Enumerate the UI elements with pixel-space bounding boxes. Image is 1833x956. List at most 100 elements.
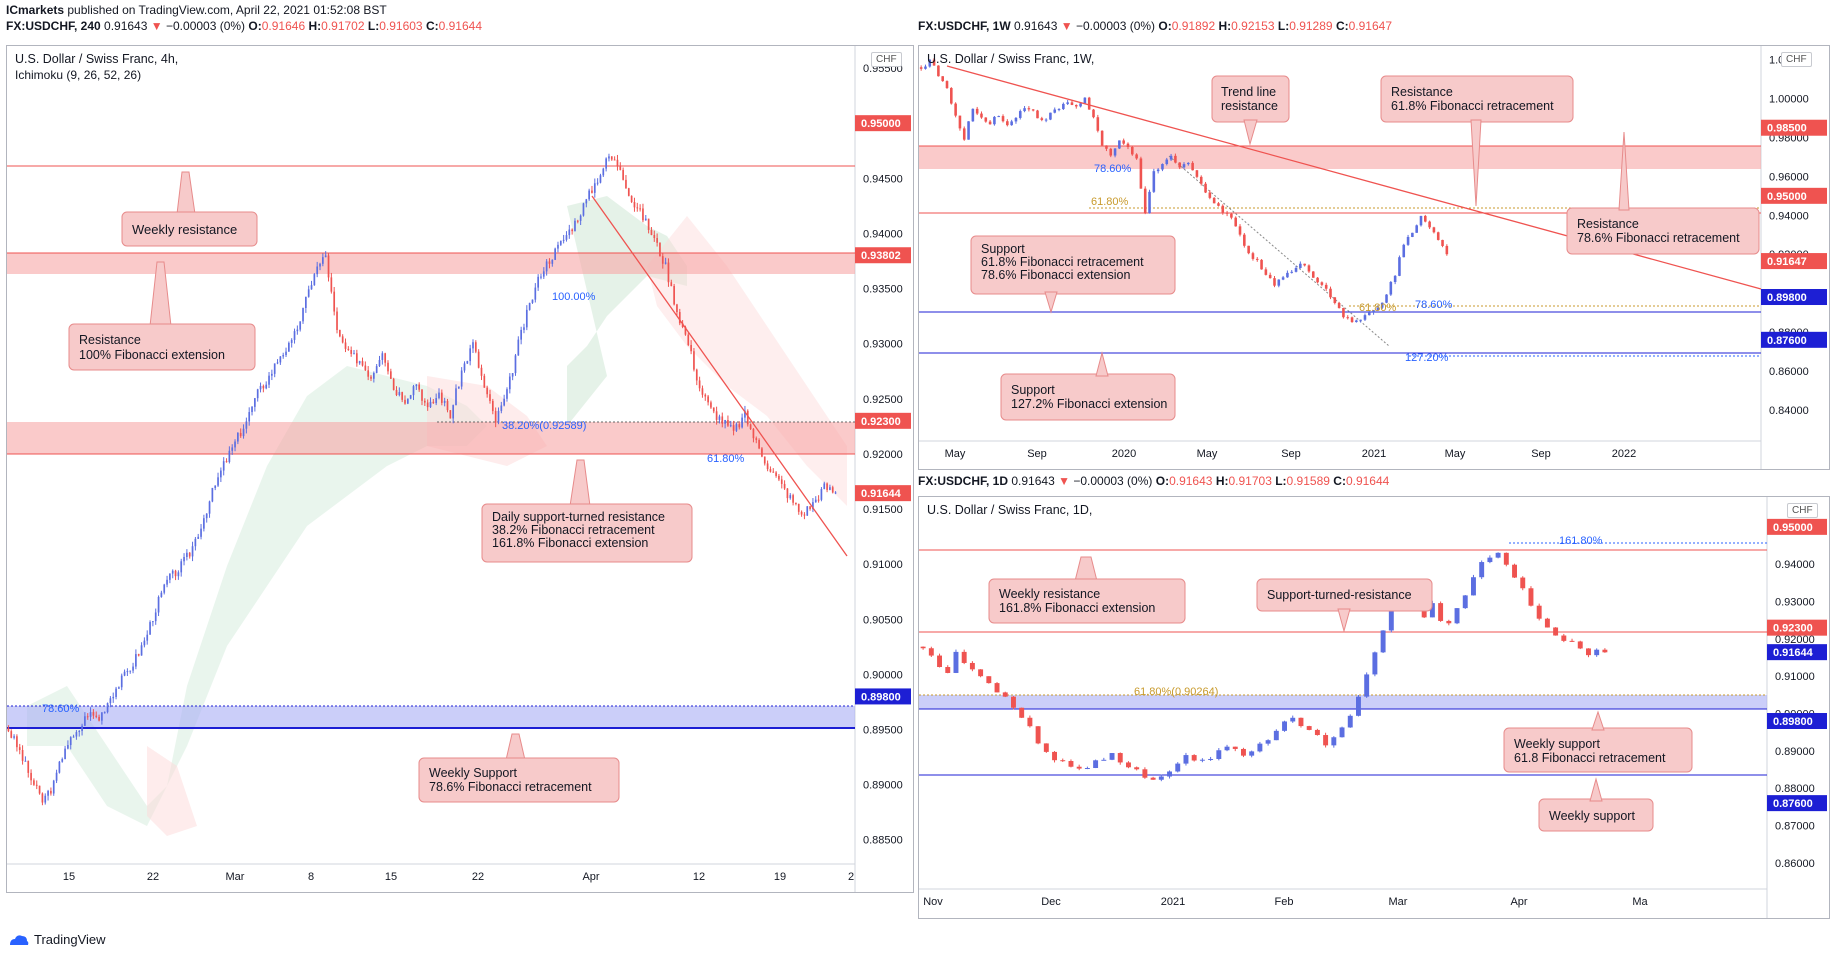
price-tag-label: 0.95000 (1773, 522, 1813, 534)
price-tick-label: 0.86000 (1769, 366, 1809, 378)
candle-body (52, 780, 55, 794)
w1-l-label: L: (1277, 19, 1290, 33)
down-arrow-icon: ▼ (1060, 19, 1073, 33)
candle-body (670, 282, 673, 286)
candle-body (1044, 119, 1048, 121)
candle-body (650, 229, 653, 236)
tradingview-logo[interactable]: TradingView (8, 932, 106, 947)
w1-price-axis[interactable]: 1.020001.000000.980000.960000.940000.920… (1769, 55, 1809, 417)
price-tick-label: 0.94000 (1775, 559, 1815, 571)
h4-fib-label-618: 61.80% (707, 453, 745, 465)
h4-price-axis[interactable]: 0.955000.950000.945000.940000.935000.930… (863, 63, 903, 847)
candle-body (1350, 317, 1354, 323)
d1-l-label: L: (1275, 474, 1287, 488)
w1-chart-svg[interactable]: 78.60% 61.80% 61.80% 78.60% 127.20% Tren… (919, 46, 1829, 469)
candle-body (183, 556, 185, 562)
candle-body (1419, 215, 1423, 226)
candle-body (259, 385, 262, 390)
candle-body (146, 634, 149, 641)
candle-body (211, 487, 214, 502)
candle-body (1432, 227, 1436, 233)
d1-currency-badge[interactable]: CHF (1787, 503, 1818, 518)
candle-body (1569, 640, 1575, 642)
candle-body (1445, 245, 1449, 255)
h4-chart-svg[interactable]: 100.00% 38.20%(0.92589) 61.80% 78.60% We… (7, 46, 913, 892)
candle-body (1083, 97, 1087, 104)
candle-body (10, 731, 13, 738)
candle-body (772, 471, 775, 473)
candle-body (961, 651, 967, 663)
d1-callout-weekly-res-line1: Weekly resistance (999, 587, 1100, 601)
h4-time-axis[interactable]: 15 22 Mar 8 15 22 Apr 12 19 2 (63, 871, 854, 883)
price-tag (855, 115, 911, 132)
time-tick-label: Sep (1281, 448, 1301, 460)
candle-body (1243, 234, 1246, 246)
candle-body (1117, 753, 1123, 763)
w1-fib-label-1272: 127.20% (1405, 352, 1449, 364)
candle-body (157, 596, 160, 613)
candle-body (1316, 277, 1319, 283)
price-tick-label: 0.93500 (863, 284, 903, 296)
candle-body (659, 242, 661, 257)
h4-l-label: L: (367, 19, 380, 33)
candle-body (514, 355, 517, 374)
candle-body (633, 201, 636, 208)
d1-h-label: H: (1215, 474, 1229, 488)
h4-low: 0.91603 (379, 19, 423, 33)
time-tick-label: 2020 (1112, 448, 1136, 460)
candle-body (806, 506, 809, 516)
candle-body (418, 384, 421, 390)
w1-time-axis[interactable]: May Sep 2020 May Sep 2021 May Sep 2022 (945, 448, 1637, 460)
candle-body (1602, 649, 1608, 653)
candle-body (545, 261, 548, 272)
candle-body (950, 88, 953, 104)
candle-body (613, 159, 616, 161)
candle-body (735, 424, 738, 431)
candle-body (941, 76, 944, 82)
candle-body (1199, 176, 1203, 184)
d1-time-axis[interactable]: Nov Dec 2021 Feb Mar Apr Ma (923, 896, 1648, 908)
candle-body (186, 552, 188, 557)
h4-chart-panel[interactable]: 100.00% 38.20%(0.92589) 61.80% 78.60% We… (6, 45, 914, 893)
d1-chart-panel[interactable]: 161.80% 61.80%(0.90264) Weekly resistanc… (918, 496, 1830, 919)
candle-body (627, 188, 630, 196)
d1-callout-ws618-line1: Weekly support (1514, 737, 1600, 751)
candle-body (276, 362, 279, 364)
w1-fib-label-786-lower: 78.60% (1415, 299, 1453, 311)
candle-body (1323, 735, 1329, 746)
candle-body (1131, 146, 1134, 155)
candle-body (1126, 762, 1131, 768)
candle-body (1264, 269, 1268, 275)
candle-body (695, 369, 698, 381)
candle-body (1221, 205, 1225, 213)
w1-currency-badge[interactable]: CHF (1781, 52, 1812, 67)
price-tick-label: 0.92000 (863, 449, 903, 461)
candle-body (1161, 164, 1164, 170)
candle-body (282, 355, 285, 357)
candle-body (1087, 97, 1091, 110)
candle-body (222, 461, 225, 471)
candle-body (67, 745, 69, 749)
candle-body (395, 389, 398, 396)
candle-body (718, 416, 721, 420)
candle-body (932, 59, 936, 66)
candle-body (1495, 552, 1501, 558)
d1-open: 0.91643 (1169, 474, 1213, 488)
candle-body (608, 156, 610, 159)
d1-chart-svg[interactable]: 161.80% 61.80%(0.90264) Weekly resistanc… (919, 497, 1829, 918)
candle-body (616, 159, 619, 167)
candle-body (823, 483, 826, 490)
w1-chart-panel[interactable]: 78.60% 61.80% 61.80% 78.60% 127.20% Tren… (918, 45, 1830, 470)
h4-currency-badge[interactable]: CHF (871, 52, 902, 67)
h4-indicator-label[interactable]: Ichimoku (9, 26, 52, 26) (15, 68, 142, 82)
w1-callout-support-618: Support 61.8% Fibonacci retracement 78.6… (970, 235, 1176, 314)
candle-body (1217, 203, 1220, 206)
candle-body (1165, 159, 1169, 165)
d1-fib-label-1618: 161.80% (1559, 535, 1603, 547)
d1-price-axis[interactable]: 0.950000.940000.930000.920000.910000.900… (1775, 522, 1815, 870)
candle-body (1257, 743, 1263, 752)
candle-body (489, 394, 491, 401)
d1-callout-ws-text: Weekly support (1549, 809, 1635, 823)
candle-body (33, 780, 35, 785)
w1-callout-resistance-618: Resistance 61.8% Fibonacci retracement (1380, 75, 1574, 207)
